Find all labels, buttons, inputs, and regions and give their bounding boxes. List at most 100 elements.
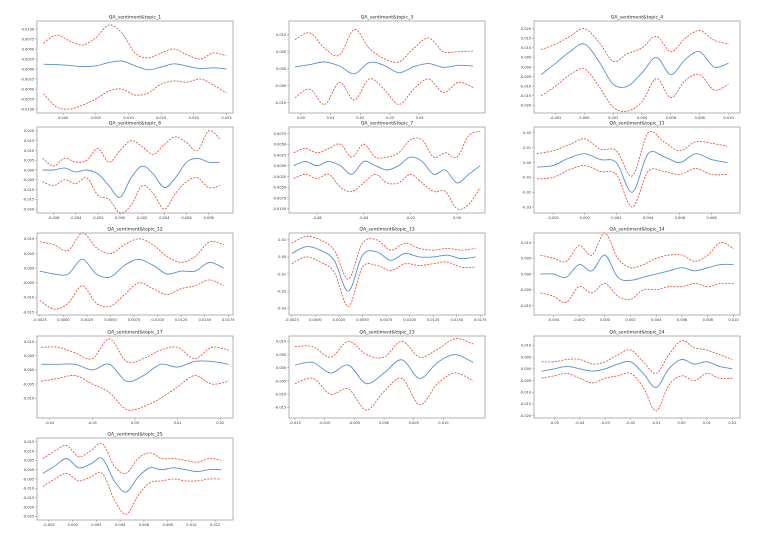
y-tick-label: 0.00 (523, 161, 532, 165)
y-tick-label: -0.010 (23, 487, 35, 491)
x-tick-label: 0.0000 (309, 318, 322, 322)
y-tick-label: 0.0050 (22, 47, 35, 51)
x-tick-label: 0.0150 (198, 318, 211, 322)
x-tick-label: 0.010 (438, 421, 449, 425)
x-tick-label: -0.004 (70, 216, 82, 220)
x-tick-label: 0.0075 (380, 318, 393, 322)
lower-bound-line (540, 282, 734, 304)
lower-bound-line (294, 372, 474, 411)
lower-bound-line (39, 279, 224, 310)
x-tick-label: 0.00 (131, 421, 140, 425)
x-tick-label: 0.002 (625, 318, 635, 322)
y-tick-label: 0.015 (24, 139, 34, 143)
x-tick-label: 0.000 (67, 523, 78, 527)
x-tick-label: 0.004 (643, 216, 654, 220)
y-tick-label: 0.020 (24, 129, 35, 133)
y-tick-label: 0.01 (523, 146, 531, 150)
y-tick-label: -0.0100 (272, 207, 287, 211)
y-tick-label: -0.010 (23, 397, 35, 401)
y-tick-label: -0.005 (23, 477, 35, 481)
mean-series-line (291, 246, 476, 292)
mean-series-line (43, 60, 227, 71)
y-tick-label: 0.005 (24, 459, 34, 463)
y-tick-label: -0.0050 (272, 186, 287, 190)
mean-series-line (540, 43, 729, 88)
upper-bound-line (39, 232, 224, 263)
subplot-title: QA_sentiment&topic_7 (361, 121, 413, 127)
x-tick-label: 0.004 (115, 523, 126, 527)
x-tick-label: 0.02 (356, 116, 364, 120)
x-tick-label: 0.02 (728, 421, 736, 425)
subplot-title: QA_sentiment&topic_12 (107, 227, 162, 233)
y-tick-label: 0.020 (521, 27, 532, 31)
y-tick-label: 0.010 (521, 344, 532, 348)
y-tick-label: -0.0100 (20, 107, 35, 111)
subplot-13: QA_sentiment&topic_25 -0.002 0.000 0.002 0.0… (23, 432, 234, 527)
x-tick-label: 0.002 (91, 523, 101, 527)
x-tick-label: 0.0050 (104, 318, 117, 322)
subplot-title: QA_sentiment&topic_25 (107, 432, 162, 438)
mean-series-line (42, 457, 222, 493)
x-tick-label: -0.02 (626, 421, 635, 425)
x-tick-label: 0.010 (186, 523, 197, 527)
x-tick-label: 0.000 (379, 421, 390, 425)
upper-bound-line (291, 235, 476, 280)
y-tick-label: -0.010 (23, 188, 35, 192)
y-tick-label: -0.015 (23, 310, 35, 314)
y-tick-label: 0.0050 (274, 143, 287, 147)
x-tick-label: -0.0025 (33, 318, 47, 322)
y-tick-label: 0.010 (276, 340, 287, 344)
axes-frame (288, 335, 486, 419)
lower-bound-line (294, 78, 474, 105)
x-tick-label: 0.01 (174, 421, 182, 425)
subplot-title: QA_sentiment&topic_1 (109, 15, 161, 21)
y-tick-label: -0.025 (23, 515, 35, 519)
y-tick-label: 0.005 (521, 257, 531, 261)
upper-bound-line (43, 24, 227, 60)
y-tick-label: 0.000 (521, 272, 532, 276)
x-tick-label: -0.006 (48, 216, 60, 220)
y-tick-label: 0.000 (521, 367, 532, 371)
axes-frame (288, 232, 486, 316)
y-tick-label: 0.010 (276, 33, 287, 37)
axes-frame (36, 437, 234, 521)
x-tick-label: 0.010 (723, 116, 734, 120)
x-tick-label: 0.00 (453, 216, 462, 220)
x-tick-label: 0.002 (137, 216, 147, 220)
lower-bound-line (41, 375, 229, 411)
lower-bound-line (291, 256, 476, 307)
x-tick-label: 0.004 (159, 216, 170, 220)
x-tick-label: -0.002 (547, 216, 559, 220)
upper-bound-line (541, 28, 729, 62)
y-tick-label: -0.005 (275, 84, 287, 88)
subplot-11: QA_sentiment&topic_23 -0.015 -0.010 -0.005 0… (275, 330, 486, 425)
y-tick-label: -0.020 (520, 414, 532, 418)
x-tick-label: 0.0125 (427, 318, 440, 322)
x-tick-label: 0.006 (677, 318, 688, 322)
x-tick-label: 0.005 (91, 116, 101, 120)
subplot-5: QA_sentiment&topic_7 -0.06 -0.04 -0.02 0.00 -… (272, 121, 486, 220)
y-tick-label: 0.000 (276, 366, 287, 370)
mean-series-line (41, 360, 229, 383)
subplot-1: QA_sentiment&topic_1 0.000 0.005 0.010 0.015… (20, 15, 234, 120)
x-tick-label: 0.0125 (175, 318, 188, 322)
y-tick-label: -0.010 (275, 392, 287, 396)
y-tick-label: -0.02 (277, 289, 286, 293)
y-tick-label: -0.010 (520, 84, 532, 88)
y-tick-label: -0.015 (520, 94, 532, 98)
y-tick-label: 0.0000 (22, 67, 35, 71)
y-tick-label: -0.005 (520, 288, 532, 292)
axes-frame (36, 20, 234, 114)
subplot-3: QA_sentiment&topic_4 -0.002 0.000 0.002 0.00… (520, 15, 741, 120)
x-tick-label: -0.010 (319, 421, 331, 425)
y-tick-label: 0.0025 (274, 153, 287, 157)
mean-series-line (541, 358, 733, 388)
y-tick-label: -0.015 (23, 198, 35, 202)
mean-series-line (540, 254, 734, 281)
upper-bound-line (541, 340, 733, 374)
x-tick-label: 0.015 (156, 116, 166, 120)
axes-frame (288, 126, 486, 214)
x-tick-label: -0.03 (601, 421, 610, 425)
y-tick-label: 0.010 (24, 340, 35, 344)
y-tick-label: 0.010 (521, 241, 532, 245)
